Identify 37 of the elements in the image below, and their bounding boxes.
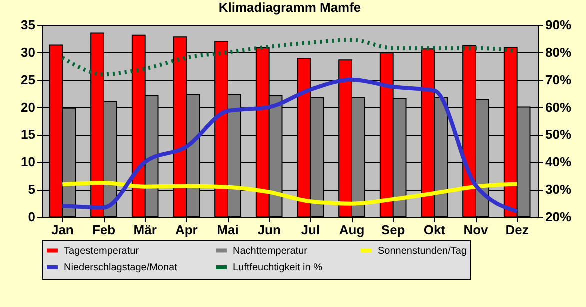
y-tick-label: 0 [28,210,36,224]
y2-tick-label: 20% [546,210,572,224]
y2-tick-label: 90% [546,18,572,32]
y2-tick-label: 30% [546,182,572,198]
y-tick-label: 5 [28,182,36,198]
line-series [60,180,520,206]
y2-tick-label: 80% [546,44,572,60]
x-tick-label: Nov [464,222,490,238]
x-tick-label: Apr [175,222,198,238]
y-tick-label: 10 [21,154,36,170]
line-series [60,78,520,214]
x-tick-label: Jun [258,222,281,238]
y-tick-label: 35 [21,18,36,32]
x-tick-label: Aug [339,222,365,238]
x-tick-label: Sep [381,222,406,238]
line-series [60,38,520,76]
x-tick-label: Mär [134,222,157,238]
legend-label: Tagestemperatur [64,246,140,257]
x-tick-label: Jul [301,222,320,238]
y-tick-label: 20 [21,100,36,115]
y2-tick-label: 50% [546,127,572,142]
x-tick-label: Okt [424,222,446,238]
x-tick-label: Mai [217,222,239,238]
y-tick-label: 25 [21,72,36,88]
x-tick-label: Jan [51,222,74,238]
chart-title: Klimadiagramm Mamfe [218,0,362,15]
y-tick-label: 30 [21,44,36,60]
x-tick-label: Feb [92,222,116,238]
y2-tick-label: 70% [546,72,572,88]
legend-label: Luftfeuchtigkeit in % [233,262,323,274]
legend-label: Nachttemperatur [233,246,308,257]
legend-label: Sonnenstunden/Tag [378,246,467,257]
y2-tick-label: 60% [546,100,572,115]
y-tick-label: 15 [21,127,36,142]
x-tick-label: Dez [506,222,530,238]
legend-label: Niederschlagstage/Monat [64,262,178,274]
y2-tick-label: 40% [546,154,572,170]
